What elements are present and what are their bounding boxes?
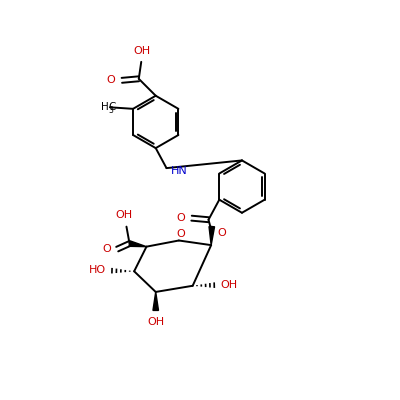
- Text: OH: OH: [116, 210, 132, 220]
- Text: OH: OH: [147, 317, 164, 327]
- Text: HN: HN: [171, 166, 188, 176]
- Text: OH: OH: [220, 280, 238, 290]
- Text: O: O: [177, 212, 186, 222]
- Text: O: O: [217, 228, 226, 238]
- Text: O: O: [102, 244, 111, 254]
- Polygon shape: [129, 241, 146, 247]
- Text: 3: 3: [109, 106, 114, 115]
- Text: C: C: [108, 102, 116, 112]
- Polygon shape: [153, 292, 158, 310]
- Polygon shape: [209, 226, 214, 245]
- Text: HO: HO: [89, 265, 106, 275]
- Text: OH: OH: [133, 46, 150, 56]
- Text: O: O: [106, 75, 115, 85]
- Text: O: O: [176, 229, 185, 239]
- Text: H: H: [101, 102, 109, 112]
